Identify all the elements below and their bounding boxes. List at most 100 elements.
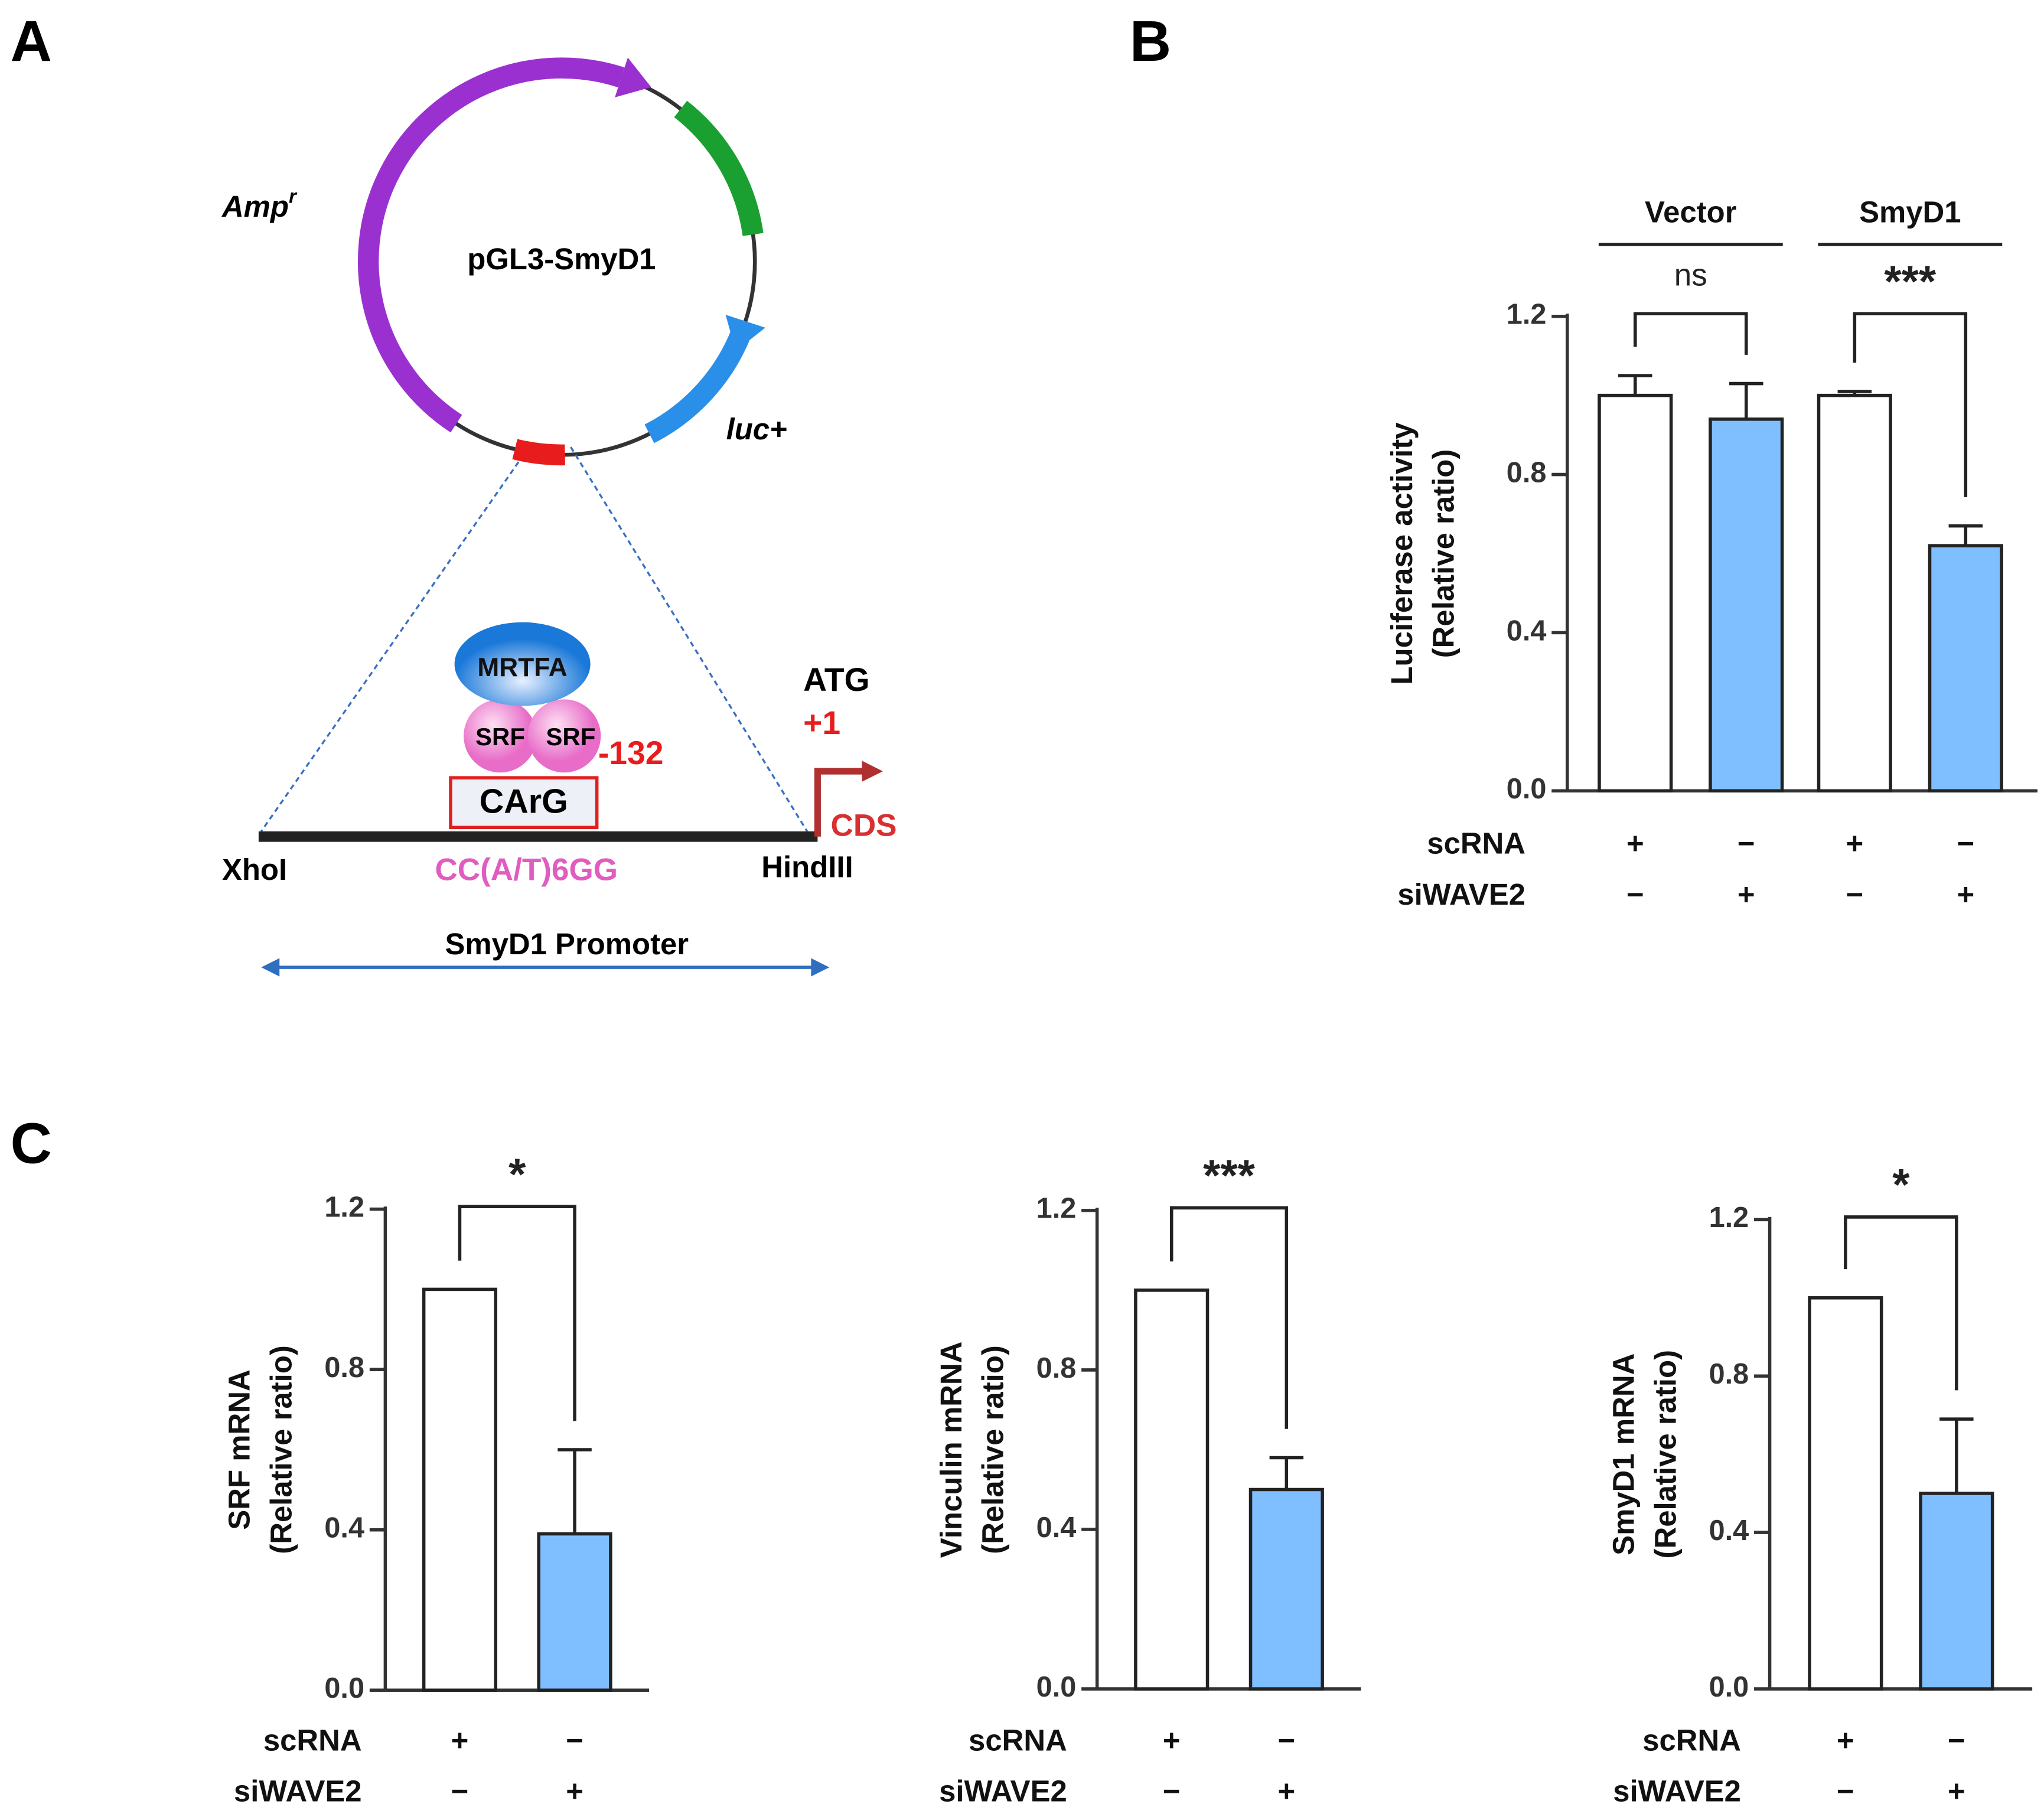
bar-chart: Vinculin mRNA (Relative ratio) 0.0 0.4 0.8 1.…: [934, 1151, 1361, 1808]
condition-label: scRNA: [1642, 1723, 1741, 1757]
bar: [1598, 393, 1673, 793]
position-label: -132: [598, 735, 664, 771]
y-axis-label: SmyD1 mRNA: [1607, 1353, 1641, 1555]
significance-label: ns: [1674, 257, 1707, 292]
luc-gene: [644, 330, 751, 443]
arrowhead: [261, 958, 280, 977]
condition-sign: +: [1737, 877, 1755, 911]
error-bar: [1837, 390, 1872, 396]
condition-sign: −: [1957, 827, 1974, 860]
site-label: XhoI: [222, 853, 287, 886]
condition-label: siWAVE2: [1397, 877, 1525, 911]
error-bar: [1939, 1417, 1974, 1493]
group-label: Vector: [1645, 195, 1737, 229]
mrtfa-label: MRTFA: [477, 653, 567, 682]
bar: [1928, 544, 2003, 793]
panel-label: B: [1130, 9, 1171, 73]
condition-sign: +: [1948, 1774, 1965, 1808]
condition-sign: −: [1163, 1774, 1181, 1808]
srf-protein: [464, 699, 537, 773]
amp-superscript: r: [289, 185, 298, 207]
condition-sign: −: [451, 1774, 469, 1808]
significance-bracket: [1844, 1215, 1958, 1391]
y-tick-label: 0.8: [1709, 1358, 1749, 1390]
condition-sign: −: [1277, 1723, 1295, 1757]
site-label: HindIII: [761, 850, 853, 884]
panel-label: C: [11, 1111, 52, 1175]
group-label: SmyD1: [1859, 195, 1961, 229]
y-tick-label: 0.4: [324, 1512, 364, 1544]
bar: [1709, 417, 1784, 793]
y-tick-label: 0.4: [1507, 615, 1547, 647]
y-axis-label: (Relative ratio): [264, 1345, 298, 1554]
condition-sign: −: [1846, 877, 1863, 911]
bar-chart: SmyD1 mRNA (Relative ratio) 0.0 0.4 0.8 1.2 sc…: [1607, 1160, 2033, 1808]
error-bar: [1618, 374, 1652, 396]
carg-label: CArG: [480, 783, 568, 821]
y-axis-label: (Relative ratio): [976, 1345, 1010, 1554]
significance-bracket: [1634, 312, 1748, 355]
condition-label: scRNA: [1427, 827, 1525, 860]
error-bar: [1269, 1456, 1304, 1490]
tss-arrow: [814, 768, 865, 837]
motif-label: CC(A/T)6GG: [435, 853, 618, 888]
atg-label: ATG: [803, 661, 870, 698]
bar: [1919, 1492, 1994, 1691]
y-tick-label: 0.8: [1507, 456, 1547, 488]
condition-sign: −: [1837, 1774, 1854, 1808]
cds-label: CDS: [831, 808, 897, 843]
error-bar: [1729, 381, 1763, 419]
significance-label: *: [508, 1149, 526, 1199]
condition-sign: +: [566, 1774, 583, 1808]
zoom-line: [260, 446, 530, 832]
bar: [1134, 1288, 1210, 1691]
y-tick-label: 1.2: [324, 1191, 364, 1223]
condition-sign: −: [1626, 877, 1644, 911]
condition-sign: +: [1626, 827, 1644, 860]
y-tick-label: 1.2: [1507, 299, 1547, 331]
bar: [537, 1532, 612, 1692]
bar-chart: SRF mRNA (Relative ratio) 0.0 0.4 0.8 1.2 scRN…: [223, 1149, 650, 1808]
amp-label: Ampr: [221, 185, 298, 224]
amp-text: Amp: [221, 190, 289, 224]
y-tick-label: 0.0: [1709, 1671, 1749, 1703]
significance-bracket: [1853, 312, 1968, 497]
srf-protein: [527, 699, 601, 773]
condition-sign: +: [1957, 877, 1974, 911]
arrowhead: [811, 958, 830, 977]
condition-label: scRNA: [969, 1723, 1067, 1757]
y-tick-label: 0.8: [324, 1352, 364, 1384]
luc-label: luc+: [726, 412, 787, 446]
significance-bracket: [458, 1205, 576, 1421]
promoter-label: SmyD1 Promoter: [445, 927, 689, 961]
arrowhead: [615, 57, 651, 97]
zoom-line: [570, 446, 809, 832]
condition-sign: +: [1163, 1723, 1181, 1757]
y-axis-label: SRF mRNA: [223, 1369, 256, 1529]
condition-sign: −: [1948, 1723, 1965, 1757]
y-tick-label: 0.4: [1709, 1515, 1749, 1547]
y-axis-label: Luciferase activity: [1385, 422, 1419, 685]
condition-label: scRNA: [263, 1723, 362, 1757]
error-bar: [1948, 524, 1983, 546]
y-tick-label: 0.0: [1036, 1671, 1077, 1703]
y-tick-label: 1.2: [1036, 1193, 1077, 1225]
y-tick-label: 0.0: [324, 1672, 364, 1704]
amp-gene: [357, 57, 625, 433]
tss-arrowhead: [862, 761, 883, 782]
significance-label: *: [1892, 1160, 1910, 1209]
arrowhead: [725, 315, 765, 351]
y-tick-label: 0.8: [1036, 1352, 1077, 1384]
promoter-insert: [512, 439, 565, 466]
condition-sign: +: [1837, 1723, 1854, 1757]
bar-chart: Luciferase activity (Relative ratio) 0.0 0.…: [1385, 195, 2038, 911]
mrtfa-protein: [454, 622, 591, 706]
promoter-diagram: pGL3-SmyD1 Ampr luc+ CArG SRF SRF MRTFA …: [221, 57, 897, 977]
significance-label: ***: [1203, 1151, 1256, 1201]
condition-sign: +: [1277, 1774, 1295, 1808]
y-tick-label: 0.4: [1036, 1512, 1077, 1544]
carg-box: [449, 776, 599, 830]
y-tick-label: 0.0: [1507, 773, 1547, 805]
bar: [1817, 393, 1892, 793]
